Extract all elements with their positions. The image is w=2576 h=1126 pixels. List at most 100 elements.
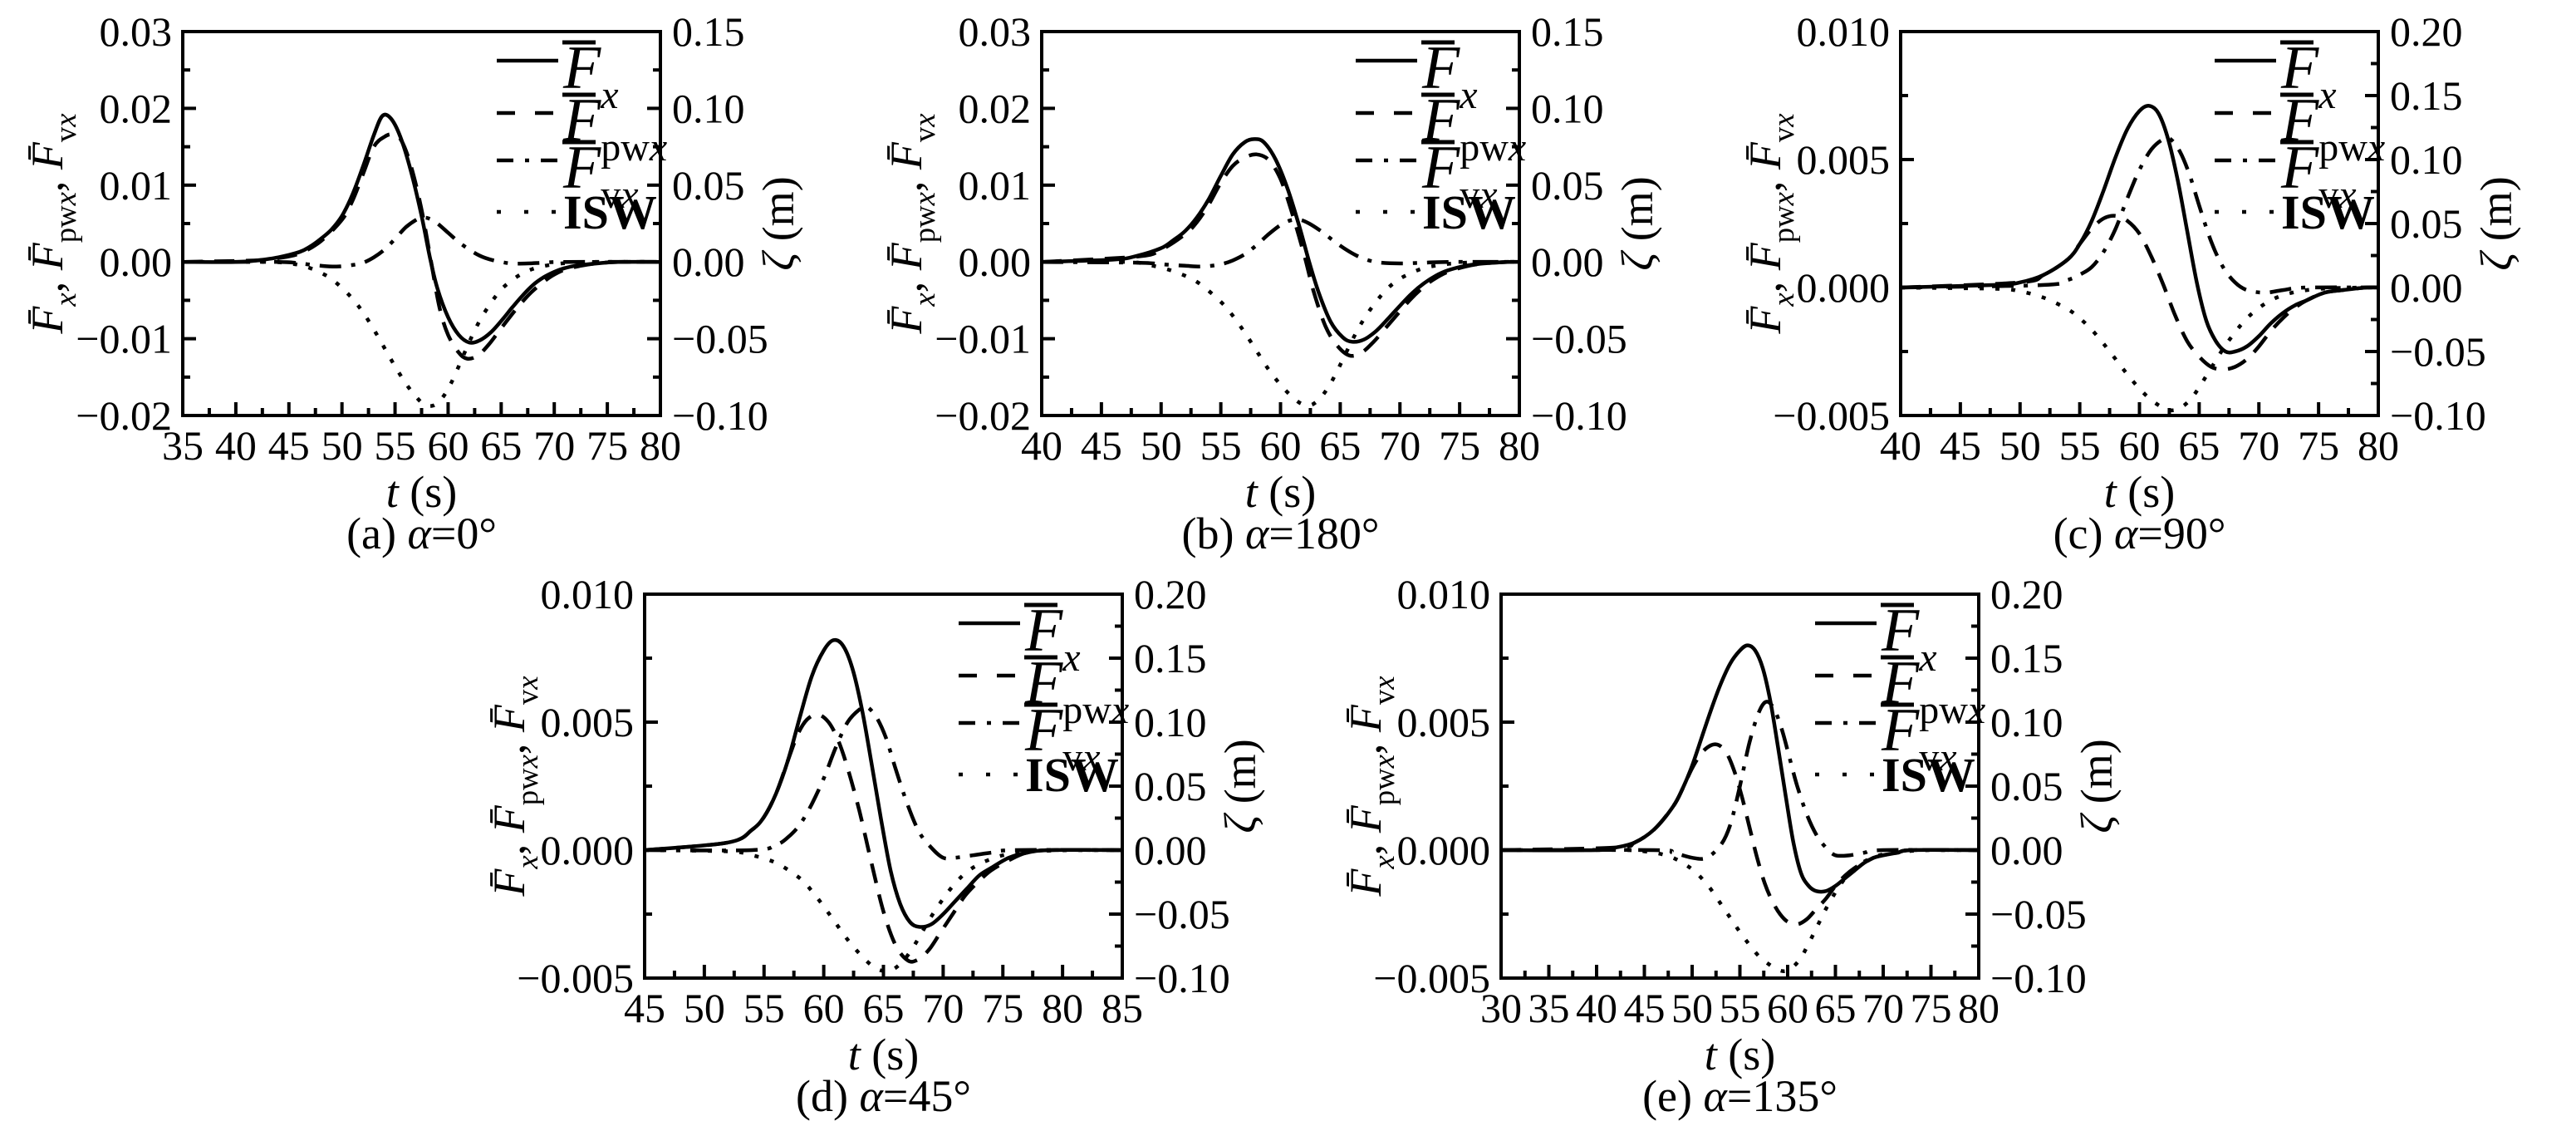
left-tick-label: −0.01: [935, 316, 1031, 362]
x-tick-label: 65: [863, 985, 905, 1031]
x-tick-label: 60: [427, 422, 469, 469]
chart-e: 30 35 40 45 50 55 60 65 70 75 80 0.010 0.005 0.000 −0.…: [1341, 571, 2122, 1121]
legend-label-Fpwx: Fpwx: [1024, 649, 1129, 732]
left-tick-label: 0.02: [959, 85, 1032, 131]
right-tick-label: −0.10: [1134, 955, 1230, 1001]
right-axis-label: ζ (m): [753, 176, 803, 270]
right-tick-label: 0.00: [2390, 264, 2463, 311]
x-tick-label: 55: [375, 422, 416, 469]
series-Fvx-line: [182, 215, 661, 268]
right-tick-label: 0.20: [2390, 8, 2463, 55]
left-tick-label: 0.03: [959, 8, 1032, 55]
subplot-c: 40 45 50 55 60 65 70 75 80 0.010 0.005 0.000 −0.005 0…: [1718, 0, 2576, 563]
x-axis-label: t (s): [1245, 467, 1317, 517]
x-tick-label: 80: [1042, 985, 1083, 1031]
right-axis-label: ζ (m): [2471, 176, 2521, 270]
right-tick-label: −0.10: [1990, 955, 2087, 1001]
right-tick-label: 0.15: [1531, 8, 1604, 55]
right-tick-label: 0.10: [1531, 85, 1604, 131]
legend-label-Fvx: Fvx: [562, 134, 639, 217]
x-tick-label: 45: [1081, 422, 1122, 469]
right-tick-label: −0.10: [2390, 392, 2486, 439]
right-tick-label: −0.10: [672, 392, 768, 439]
x-axis-label: t (s): [848, 1030, 920, 1079]
left-tick-label: 0.005: [1397, 699, 1491, 745]
series-Fvx-line: [1500, 700, 1980, 861]
series-Fvx-line: [1041, 217, 1520, 269]
x-tick-label: 70: [922, 985, 964, 1031]
x-tick-label: 50: [1671, 985, 1713, 1031]
x-tick-label: 65: [2178, 422, 2220, 469]
x-tick-label: 70: [1862, 985, 1904, 1031]
left-tick-label: 0.03: [100, 8, 173, 55]
series-ISW-line: [1900, 285, 2379, 413]
legend-label-ISW: ISW: [1882, 748, 1975, 802]
legend-label-ISW: ISW: [1422, 185, 1516, 239]
left-axis-label: F̄x, F̄pwx, F̄vx: [881, 113, 941, 335]
right-tick-label: 0.10: [1134, 699, 1207, 745]
left-tick-label: 0.00: [100, 238, 173, 285]
right-tick-label: 0.15: [2390, 72, 2463, 119]
x-tick-label: 65: [480, 422, 522, 469]
left-tick-label: 0.005: [1797, 136, 1891, 183]
x-tick-label: 80: [1499, 422, 1540, 469]
right-tick-label: 0.05: [1990, 763, 2063, 809]
series-Fx-line: [1900, 103, 2379, 355]
x-tick-label: 85: [1102, 985, 1143, 1031]
right-tick-label: 0.00: [672, 238, 745, 285]
series-ISW-line: [182, 259, 661, 408]
subplot-caption: (c) α=90°: [2053, 509, 2226, 558]
legend-label-Fx: Fx: [1881, 597, 1937, 680]
left-tick-label: 0.000: [1397, 827, 1491, 873]
x-tick-label: 40: [1880, 422, 1921, 469]
x-tick-label: 55: [1720, 985, 1761, 1031]
x-tick-label: 75: [1439, 422, 1480, 469]
x-tick-label: 70: [2238, 422, 2279, 469]
left-tick-label: 0.010: [1397, 571, 1491, 617]
left-tick-label: 0.01: [959, 162, 1032, 209]
legend-label-ISW: ISW: [563, 185, 657, 239]
right-tick-label: −0.10: [1531, 392, 1627, 439]
legend-label-Fx: Fx: [1421, 34, 1478, 117]
legend-label-Fx: Fx: [562, 34, 619, 117]
x-tick-label: 45: [1940, 422, 1981, 469]
right-tick-label: 0.00: [1990, 827, 2063, 873]
right-tick-label: 0.05: [672, 162, 745, 209]
x-tick-label: 50: [1141, 422, 1182, 469]
right-tick-label: 0.10: [2390, 136, 2463, 183]
subplot-d: 45 50 55 60 65 70 75 80 85 0.010 0.005 0.000 −0.005 0…: [462, 563, 1321, 1126]
right-tick-label: −0.05: [672, 316, 768, 362]
right-axis-label: ζ (m): [1612, 176, 1662, 270]
right-tick-label: −0.05: [2390, 328, 2486, 375]
chart-c: 40 45 50 55 60 65 70 75 80 0.010 0.005 0.000 −0.005 0…: [1740, 8, 2521, 558]
left-tick-label: −0.005: [1773, 392, 1890, 439]
series-Fx-line: [182, 112, 661, 345]
x-tick-label: 75: [1911, 985, 1952, 1031]
x-tick-label: 45: [268, 422, 310, 469]
subplot-b: 40 45 50 55 60 65 70 75 80 0.03 0.02 0.01 0.00 −0.01 −…: [859, 0, 1718, 563]
left-axis-label: F̄x, F̄pwx, F̄vx: [1740, 113, 1800, 335]
legend-label-Fvx: Fvx: [1024, 696, 1101, 779]
x-tick-label: 65: [1815, 985, 1857, 1031]
left-axis-label: F̄x, F̄pwx, F̄vx: [22, 113, 82, 335]
subplot-caption: (b) α=180°: [1182, 509, 1380, 558]
legend-label-Fx: Fx: [2280, 34, 2337, 117]
series-Fx-line: [1041, 137, 1520, 344]
x-tick-label: 60: [1767, 985, 1808, 1031]
series-ISW-line: [1041, 259, 1520, 408]
right-tick-label: 0.00: [1531, 238, 1604, 285]
left-tick-label: 0.02: [100, 85, 173, 131]
series-Fx-line: [644, 637, 1123, 929]
x-tick-label: 60: [2119, 422, 2161, 469]
right-tick-label: 0.05: [1531, 162, 1604, 209]
series-Fpwx-line: [182, 132, 661, 361]
x-tick-label: 35: [162, 422, 204, 469]
legend-label-Fvx: Fvx: [2280, 134, 2357, 217]
x-tick-label: 65: [1319, 422, 1361, 469]
right-tick-label: −0.05: [1134, 891, 1230, 937]
legend-label-ISW: ISW: [2281, 185, 2375, 239]
x-axis-label: t (s): [1705, 1030, 1776, 1079]
x-tick-label: 55: [2059, 422, 2101, 469]
right-tick-label: 0.20: [1990, 571, 2063, 617]
x-tick-label: 55: [743, 985, 785, 1031]
